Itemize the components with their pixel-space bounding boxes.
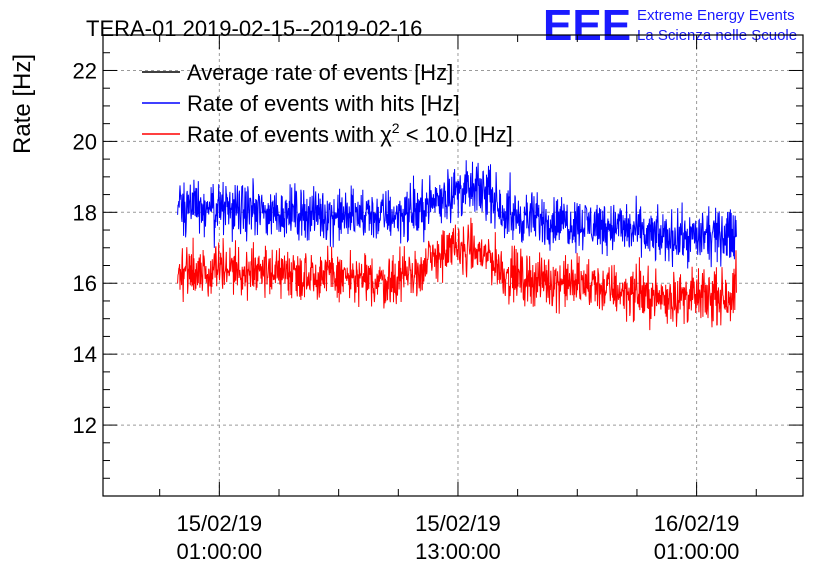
series-line-hits: [177, 160, 737, 269]
y-tick-label: 20: [73, 129, 97, 154]
series-line-chi2: [177, 217, 737, 331]
legend: Average rate of events [Hz] Rate of even…: [142, 60, 513, 147]
y-tick-label: 22: [73, 58, 97, 83]
y-tick-label: 14: [73, 342, 97, 367]
series-group: [177, 160, 737, 331]
chart-title: TERA-01 2019-02-15--2019-02-16: [86, 16, 422, 41]
x-tick-time: 13:00:00: [415, 539, 501, 564]
x-tick-date: 15/02/19: [415, 511, 501, 536]
y-tick-label: 16: [73, 271, 97, 296]
y-tick-label: 18: [73, 200, 97, 225]
eee-logo: EEE Extreme Energy Events La Scienza nel…: [543, 1, 797, 50]
legend-label-average: Average rate of events [Hz]: [187, 60, 453, 85]
legend-label-chi2: Rate of events with χ2 < 10.0 [Hz]: [187, 120, 513, 147]
x-tick-time: 01:00:00: [654, 539, 740, 564]
x-tick-date: 16/02/19: [654, 511, 740, 536]
eee-logo-letters: EEE: [543, 1, 631, 50]
x-tick-date: 15/02/19: [177, 511, 263, 536]
x-tick-time: 01:00:00: [177, 539, 263, 564]
y-tick-label: 12: [73, 413, 97, 438]
y-axis-title: Rate [Hz]: [9, 54, 36, 154]
axes: 12 14 16 18 20 22 15/02/19 01:00:00 15/02/19 13:0…: [73, 34, 804, 564]
eee-logo-line1: Extreme Energy Events: [637, 7, 795, 24]
legend-label-hits: Rate of events with hits [Hz]: [187, 91, 460, 116]
